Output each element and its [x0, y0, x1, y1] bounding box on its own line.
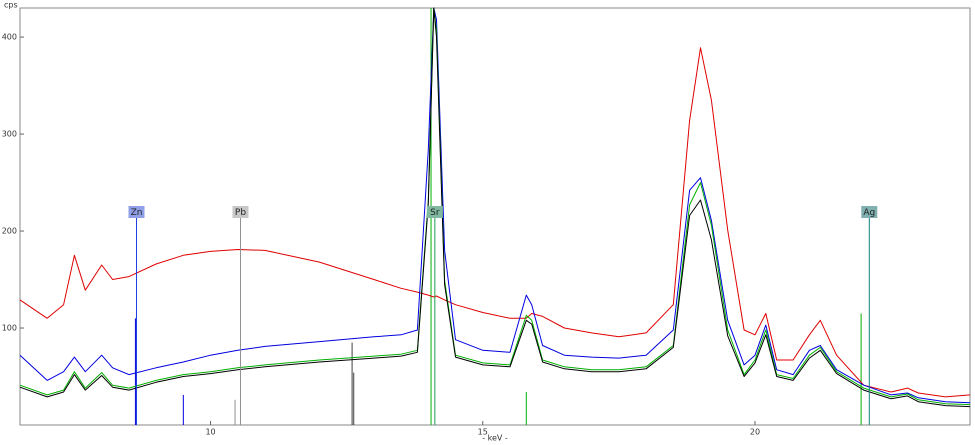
y-tick-label: 400 — [2, 33, 17, 42]
element-label-box — [861, 206, 878, 218]
spectrum-line — [19, 7, 971, 408]
element-label: Pb — [235, 208, 246, 218]
element-label: Ag — [863, 208, 875, 218]
element-label: Sr — [430, 208, 440, 218]
element-label-box — [128, 206, 145, 218]
spectrum-line — [19, 7, 971, 404]
plot-frame — [19, 7, 971, 426]
spectrum-line — [19, 47, 971, 398]
element-label-box — [426, 206, 443, 218]
x-tick-label: 10 — [205, 428, 215, 437]
x-tick-label: 15 — [478, 428, 488, 437]
y-axis-label: cps — [4, 1, 18, 10]
y-tick-label: 300 — [2, 130, 17, 139]
element-label-box — [232, 206, 249, 218]
y-tick-label: 200 — [2, 227, 17, 236]
element-label: Zn — [131, 208, 143, 218]
x-axis-label: - keV - — [482, 434, 508, 443]
x-tick-label: 20 — [750, 428, 760, 437]
spectrum-line — [19, 7, 971, 406]
y-tick-label: 100 — [2, 324, 17, 333]
